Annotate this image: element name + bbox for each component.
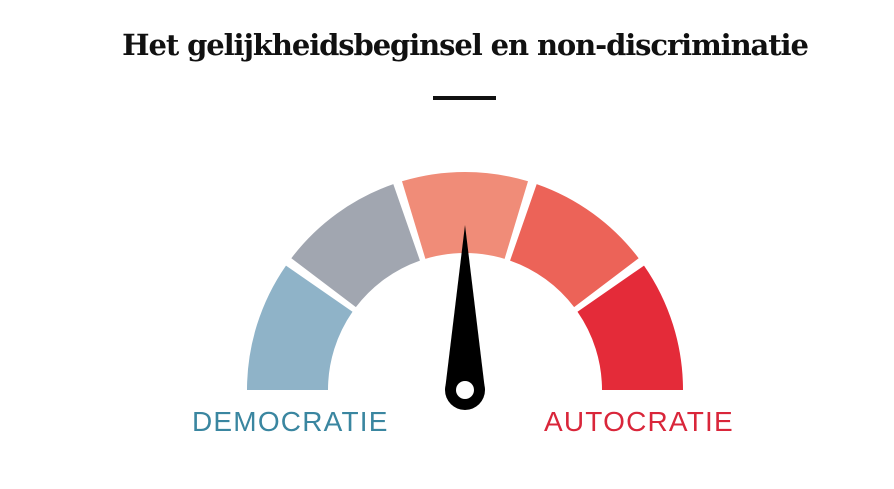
gauge-segment-2 [291,184,420,308]
gauge-segment-3 [401,171,529,259]
gauge-segments [247,171,683,390]
title-underline [433,96,496,100]
gauge-segment-4 [510,184,639,308]
autocratie-label: AUTOCRATIE [544,406,734,437]
gauge-segment-1 [247,265,353,390]
chart-title: Het gelijkheidsbeginsel en non-discrimin… [122,28,809,62]
needle-hub-hole [456,381,474,399]
gauge-needle [445,225,485,410]
gauge-segment-5 [577,265,683,390]
needle-pointer [445,225,485,390]
democratie-label: DEMOCRATIE [192,406,389,437]
